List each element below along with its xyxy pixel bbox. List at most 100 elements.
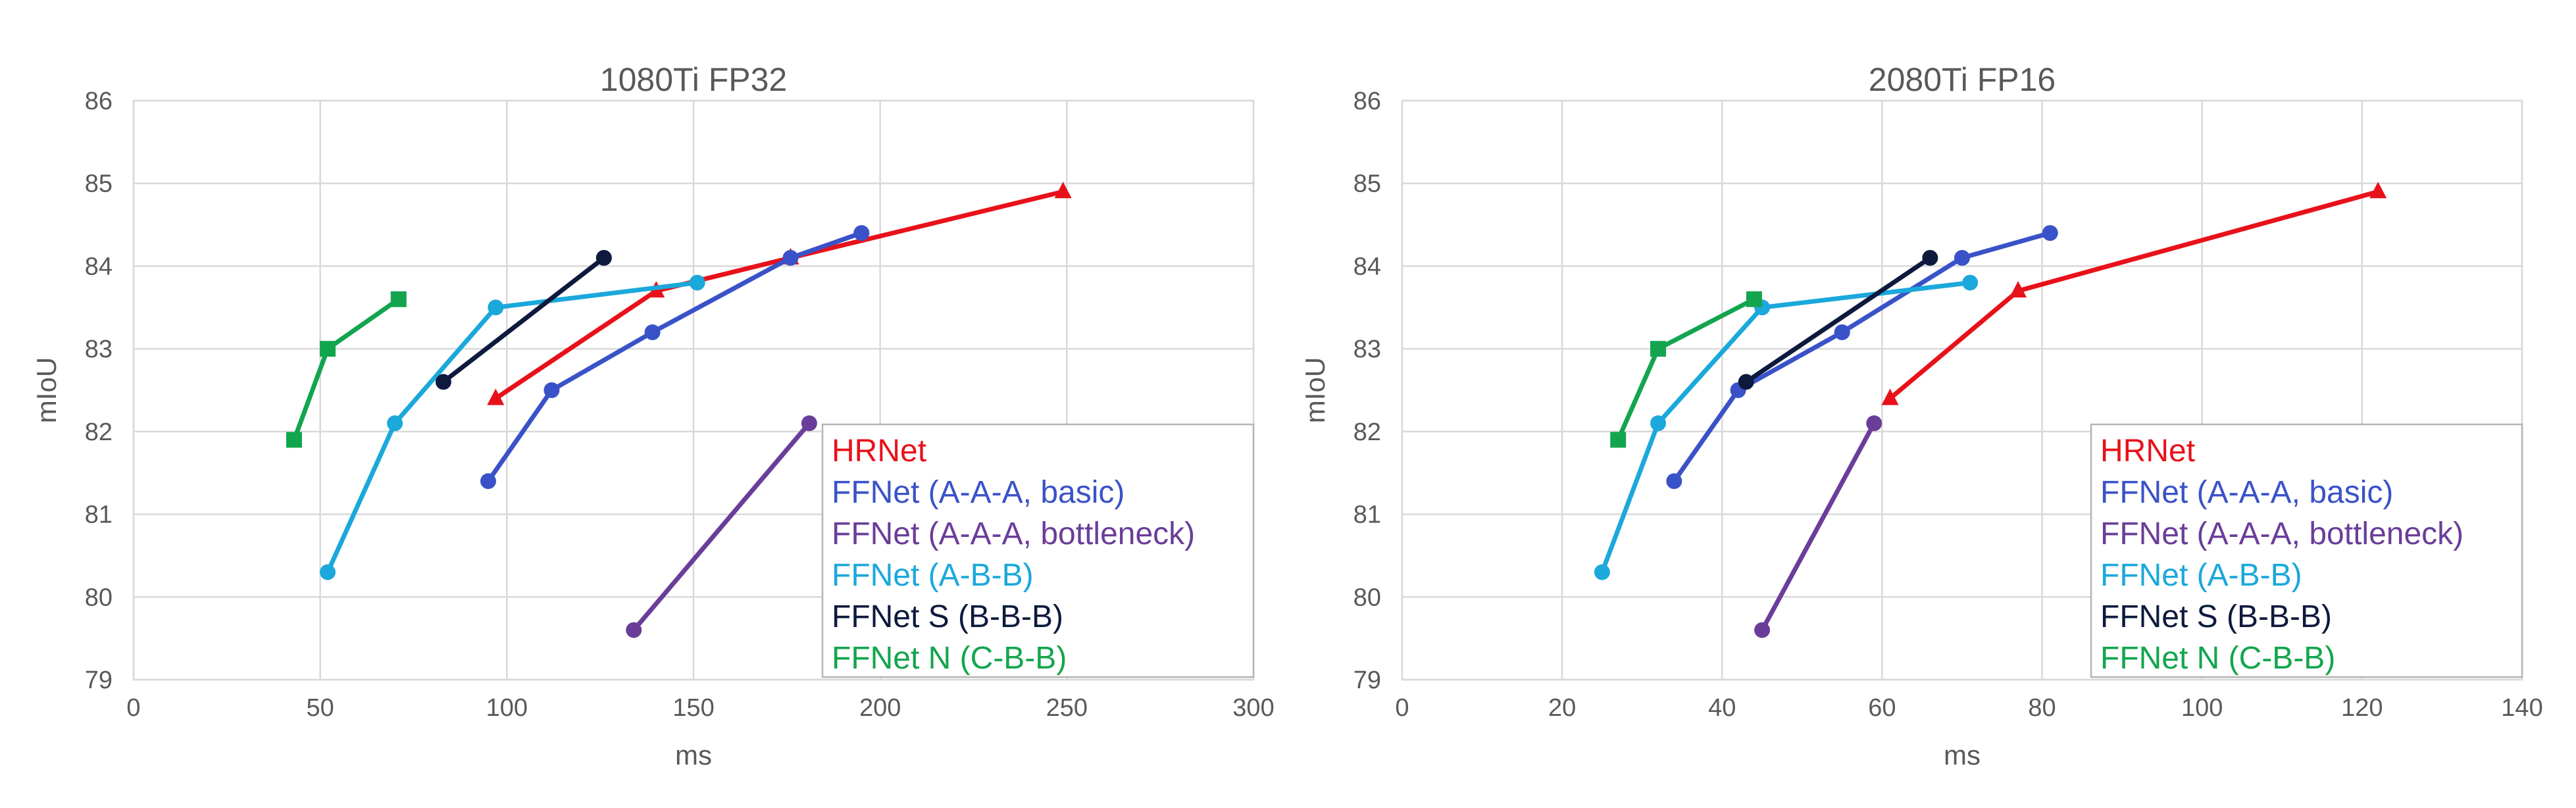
series-ffnet-a-a-a-basic <box>480 225 870 490</box>
x-axis-label: ms <box>675 740 712 770</box>
data-point <box>1954 249 1970 266</box>
chart-title: 2080Ti FP16 <box>1869 61 2056 98</box>
series-hrnet <box>1881 182 2387 405</box>
series-line <box>441 255 607 384</box>
x-tick-label: 40 <box>1708 694 1736 722</box>
y-tick-label: 86 <box>1353 88 1381 115</box>
y-tick-label: 79 <box>85 667 113 694</box>
series-ffnet-a-a-a-bottleneck <box>1754 415 1882 638</box>
x-tick-label: 20 <box>1548 694 1576 722</box>
data-point <box>595 249 612 266</box>
data-point <box>286 432 302 448</box>
data-point <box>2042 225 2058 241</box>
series-line <box>631 420 812 633</box>
series-line <box>291 297 401 442</box>
series-line <box>1744 255 1932 384</box>
y-tick-label: 82 <box>85 418 113 446</box>
series-ffnet-a-a-a-bottleneck <box>626 415 817 638</box>
data-point <box>1594 564 1610 580</box>
x-tick-label: 0 <box>126 694 140 722</box>
data-point <box>390 291 407 307</box>
x-tick-label: 140 <box>2501 694 2542 722</box>
y-tick-label: 85 <box>85 170 113 198</box>
data-point <box>387 415 403 432</box>
series-ffnet-s-b-b-b <box>1738 249 1938 390</box>
data-point <box>1866 415 1882 432</box>
data-point <box>1650 341 1667 357</box>
y-tick-label: 80 <box>85 584 113 611</box>
series-ffnet-n-c-b-b <box>286 291 407 448</box>
y-tick-label: 86 <box>85 88 113 115</box>
data-point <box>1834 324 1850 340</box>
data-point <box>801 415 817 432</box>
legend-entry: FFNet (A-A-A, bottleneck) <box>2100 517 2463 551</box>
legend-entry: FFNet N (C-B-B) <box>832 641 1067 676</box>
legend: HRNet FFNet (A-A-A, basic) FFNet (A-A-A, b… <box>2090 423 2523 678</box>
x-tick-label: 100 <box>2181 694 2223 722</box>
y-tick-label: 83 <box>85 336 113 363</box>
series-ffnet-a-a-a-basic <box>1666 225 2058 490</box>
x-tick-label: 300 <box>1232 694 1274 722</box>
series-line <box>1615 297 1757 442</box>
y-tick-label: 83 <box>1353 336 1381 363</box>
data-point <box>689 274 705 291</box>
y-tick-label: 81 <box>1353 501 1381 529</box>
series-line <box>1888 189 2381 401</box>
data-point <box>1666 473 1682 490</box>
series-ffnet-a-b-b <box>1594 274 1979 580</box>
legend-entry: FFNet S (B-B-B) <box>832 599 1063 634</box>
series-line <box>486 230 864 484</box>
data-point <box>644 324 661 340</box>
series-ffnet-a-b-b <box>320 274 705 580</box>
data-point <box>1746 291 1762 307</box>
series-line <box>493 189 1066 401</box>
x-tick-label: 80 <box>2028 694 2056 722</box>
data-point <box>480 473 496 490</box>
series-hrnet <box>487 182 1072 405</box>
x-tick-label: 200 <box>859 694 901 722</box>
data-point <box>320 564 336 580</box>
y-axis-label: mIoU <box>1300 357 1330 423</box>
data-point <box>488 299 504 316</box>
x-tick-label: 250 <box>1046 694 1088 722</box>
chart-2: 79 80 81 82 83 84 85 86 0 20 40 60 80 100 120 140 2080Ti… <box>1300 61 2543 770</box>
data-point <box>1881 388 1899 405</box>
legend-entry: FFNet S (B-B-B) <box>2100 599 2332 634</box>
data-point <box>1922 249 1938 266</box>
data-point <box>1962 274 1979 291</box>
data-point <box>1650 415 1667 432</box>
legend-box <box>2090 423 2523 678</box>
legend: HRNet FFNet (A-A-A, basic) FFNet (A-A-A, b… <box>821 423 1255 678</box>
data-point <box>853 225 870 241</box>
y-tick-label: 80 <box>1353 584 1381 611</box>
y-tick-label: 82 <box>1353 418 1381 446</box>
data-point <box>2369 182 2387 199</box>
data-point <box>320 341 336 357</box>
data-point <box>2009 281 2027 298</box>
y-axis-label: mIoU <box>31 357 62 423</box>
y-tick-label: 85 <box>1353 170 1381 198</box>
legend-entry: FFNet (A-A-A, bottleneck) <box>832 517 1195 551</box>
data-point <box>782 249 799 266</box>
y-tick-label: 84 <box>85 253 113 280</box>
x-tick-label: 100 <box>486 694 528 722</box>
legend-entry: FFNet (A-A-A, basic) <box>832 475 1124 510</box>
y-tick-label: 81 <box>85 501 113 529</box>
series-ffnet-n-c-b-b <box>1610 291 1762 448</box>
legend-entry: FFNet (A-B-B) <box>2100 558 2302 593</box>
chart-1: 79 80 81 82 83 84 85 86 0 50 100 150 200 250 300 1080Ti… <box>31 61 1275 770</box>
y-tick-label: 84 <box>1353 253 1381 280</box>
x-tick-label: 50 <box>307 694 334 722</box>
plot-area <box>132 99 1255 681</box>
x-axis-label: ms <box>1944 740 1981 770</box>
legend-entry: HRNet <box>2100 434 2195 468</box>
legend-entry: FFNet (A-B-B) <box>832 558 1034 593</box>
legend-entry: FFNet (A-A-A, basic) <box>2100 475 2393 510</box>
plot-area <box>1401 99 2523 681</box>
series-line <box>1759 420 1877 633</box>
y-tick-label: 79 <box>1353 667 1381 694</box>
data-point <box>1610 432 1627 448</box>
data-point <box>626 622 642 638</box>
series-line <box>325 280 700 575</box>
